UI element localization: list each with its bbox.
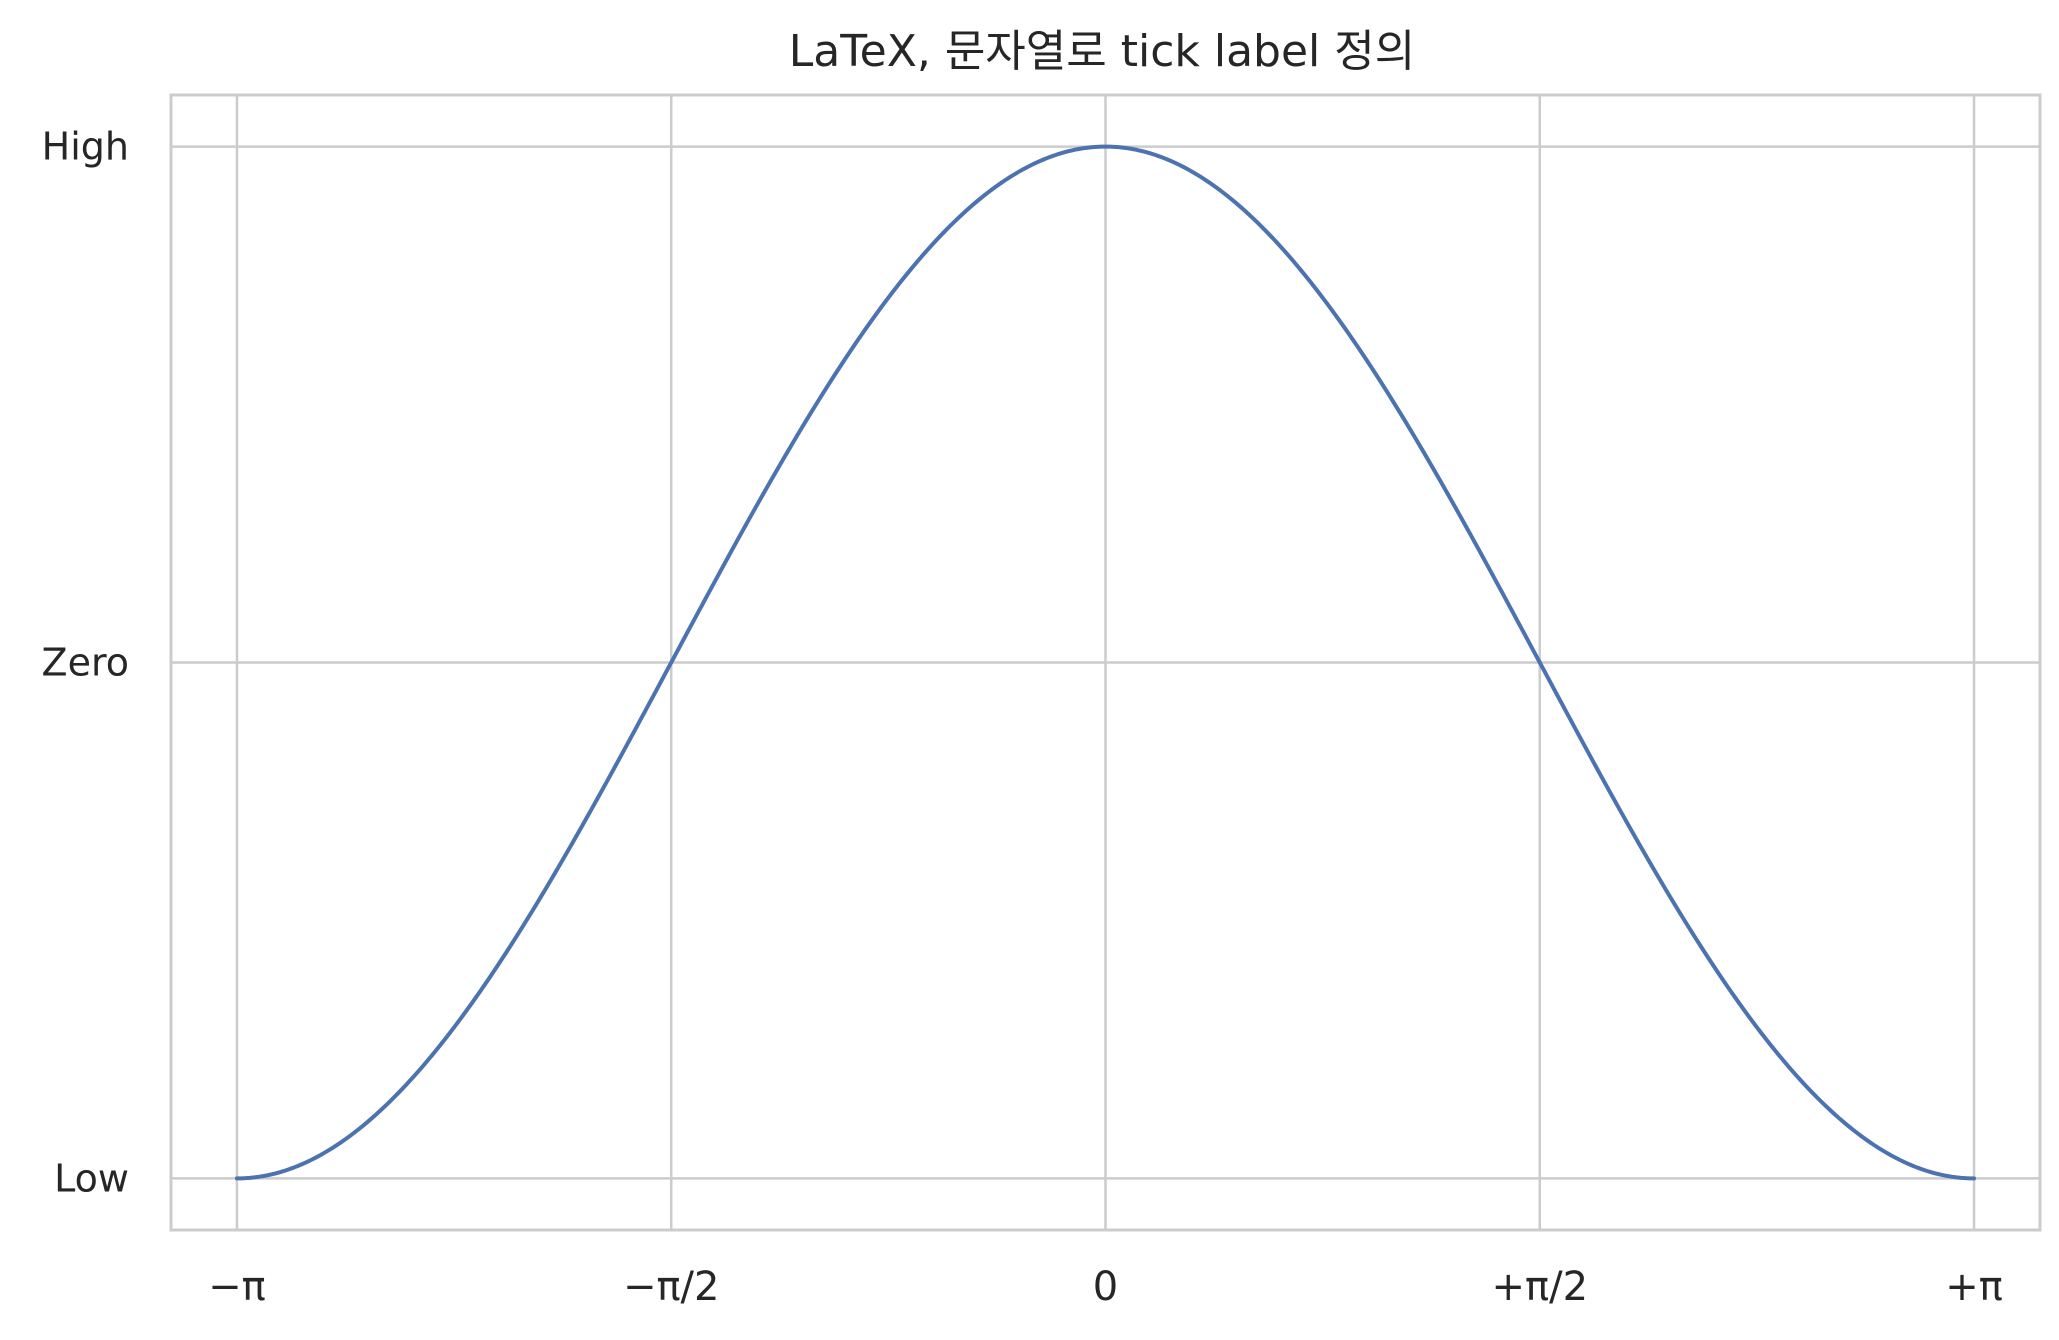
- series-line-cos: [234, 144, 1977, 1181]
- x-tick-labels: −π −π/2 0 +π/2 +π: [208, 1264, 2003, 1310]
- y-tick-label-2: High: [42, 125, 129, 169]
- grid: [171, 95, 2040, 1230]
- x-tick-label-3: +π/2: [1492, 1264, 1589, 1310]
- x-tick-label-2: 0: [1093, 1264, 1118, 1310]
- x-tick-label-1: −π/2: [623, 1264, 720, 1310]
- x-tick-label-4: +π: [1945, 1264, 2003, 1310]
- y-tick-label-1: Zero: [42, 641, 129, 685]
- y-tick-labels: Low Zero High: [42, 125, 129, 1201]
- chart-title: LaTeX, 문자열로 tick label 정의: [789, 26, 1415, 77]
- x-tick-label-0: −π: [208, 1264, 266, 1310]
- plot-lines: [234, 144, 1977, 1181]
- plot-frame: [169, 93, 2042, 1232]
- y-tick-label-0: Low: [54, 1156, 129, 1200]
